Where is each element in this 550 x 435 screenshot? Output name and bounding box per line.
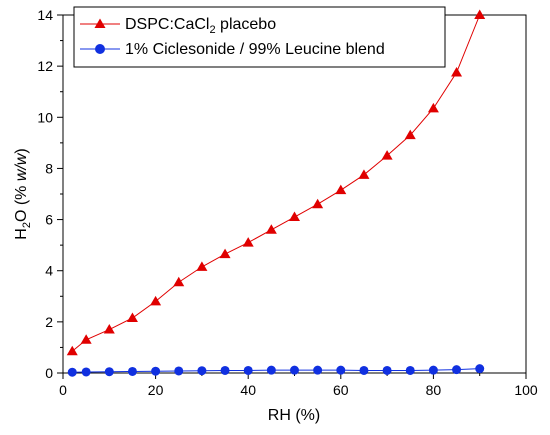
series-2-point — [266, 365, 276, 375]
series-1-point — [381, 150, 393, 160]
axis-ticks — [57, 14, 527, 379]
y-tick-label: 6 — [45, 212, 53, 228]
series-1-point — [404, 129, 416, 140]
y-tick-label: 4 — [45, 263, 53, 279]
x-axis-label: RH (%) — [268, 407, 320, 424]
y-tick-label: 14 — [37, 7, 53, 23]
legend-label-series-1: DSPC:CaCl2 placebo — [125, 16, 276, 36]
x-tick-label: 80 — [426, 382, 442, 398]
y-tick-labels: 0 2 4 6 8 10 12 14 — [37, 7, 53, 381]
x-tick-label: 20 — [148, 382, 164, 398]
legend-label-series-2: 1% Ciclesonide / 99% Leucine blend — [125, 41, 385, 58]
series-2-point — [104, 367, 114, 377]
series-1-point — [103, 324, 115, 334]
series-2-point — [243, 365, 253, 375]
series-2-point — [81, 367, 91, 377]
legend-marker-series-1 — [94, 18, 106, 28]
series-1-point — [173, 276, 185, 287]
series-2-point — [220, 365, 230, 375]
series-2-point — [313, 365, 323, 375]
y-axis-label: H2O (% w/w) — [13, 148, 33, 239]
series-2-point — [197, 366, 207, 376]
series-1-point — [289, 211, 300, 222]
series-1-point — [358, 169, 370, 179]
series-1-point — [451, 67, 463, 77]
y-tick-label: 0 — [45, 365, 53, 381]
series-2-point — [428, 365, 438, 375]
y-tick-label: 12 — [37, 58, 53, 74]
legend: DSPC:CaCl2 placebo 1% Ciclesonide / 99% … — [73, 6, 446, 68]
series-2-point — [151, 366, 161, 376]
x-tick-label: 40 — [240, 382, 256, 398]
series-2-point — [382, 365, 392, 375]
series-1-point — [265, 224, 277, 234]
legend-box — [73, 6, 446, 68]
series-2-point — [475, 364, 485, 374]
series-2-point — [336, 365, 346, 375]
series-1-point — [126, 312, 138, 323]
series-1-point — [427, 102, 439, 113]
series-1-point — [219, 248, 231, 259]
x-tick-label: 0 — [59, 382, 67, 398]
series-2-point — [290, 365, 299, 375]
series-1-point — [150, 295, 162, 306]
series-1-point — [242, 237, 254, 247]
series-1-point — [312, 198, 324, 209]
y-tick-label: 2 — [45, 314, 53, 330]
x-tick-label: 100 — [514, 382, 538, 398]
series-2-point — [452, 365, 462, 375]
series-1-point — [66, 345, 78, 356]
series-1-point — [80, 334, 92, 344]
x-tick-label: 60 — [333, 382, 349, 398]
series-1-point — [335, 184, 347, 195]
series-2-point — [359, 365, 369, 375]
series-2-point — [405, 365, 415, 375]
series-2-point — [67, 367, 77, 377]
series-2-point — [174, 366, 184, 376]
y-tick-label: 8 — [45, 160, 53, 176]
y-tick-label: 10 — [37, 109, 53, 125]
series-layer — [66, 9, 486, 377]
series-2-point — [127, 366, 137, 376]
x-tick-labels: 0 20 40 60 80 100 — [59, 382, 538, 398]
series-1-point — [196, 261, 208, 271]
series-1-point — [474, 9, 486, 19]
legend-marker-series-2 — [95, 44, 105, 54]
